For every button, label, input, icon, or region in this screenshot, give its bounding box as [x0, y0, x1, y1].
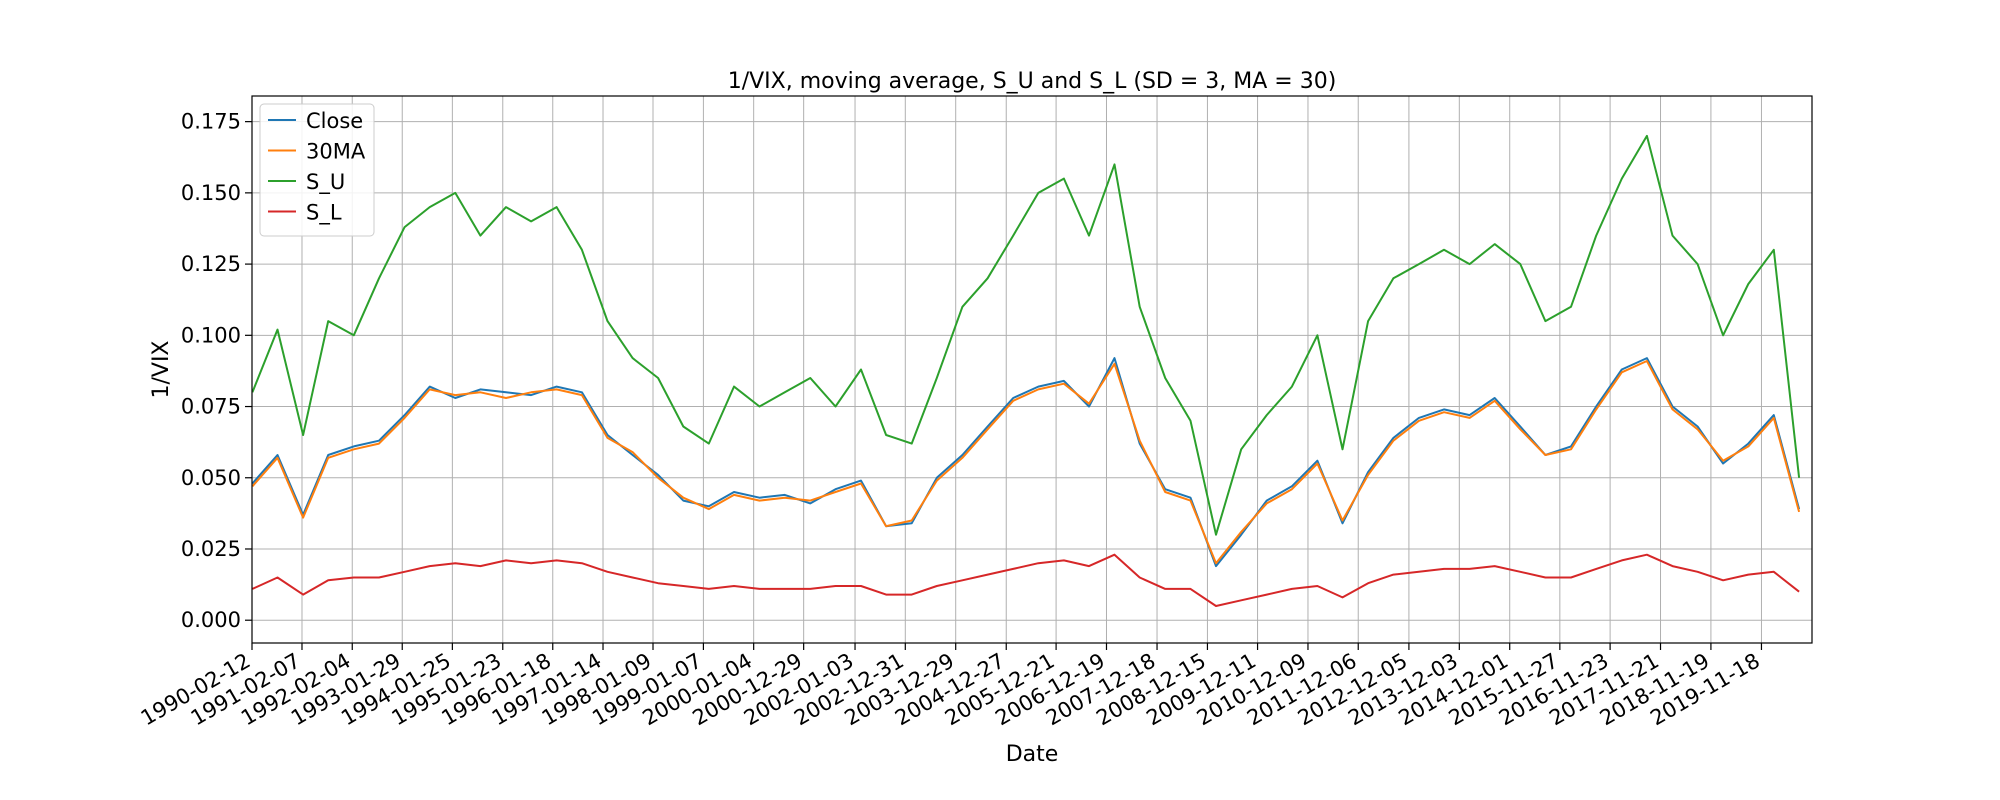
y-tick-label: 0.000 [181, 608, 241, 632]
x-axis-label: Date [1006, 742, 1059, 767]
series-layer [251, 134, 1801, 607]
legend-box [259, 103, 375, 237]
legend-label: 30MA [306, 140, 366, 164]
y-axis: 0.000 0.025 0.050 0.075 0.100 0.125 0.150 0.175 [181, 110, 252, 632]
series-line-s-u [251, 134, 1801, 536]
y-tick-label: 0.025 [181, 537, 241, 561]
legend-label: S_L [306, 201, 342, 226]
y-tick-label: 0.175 [181, 110, 241, 134]
y-tick-label: 0.125 [181, 252, 241, 276]
legend: Close 30MA S_U S_L [259, 103, 375, 237]
legend-label: Close [306, 109, 363, 133]
chart-title: 1/VIX, moving average, S_U and S_L (SD =… [728, 69, 1337, 94]
y-axis-label: 1/VIX [149, 340, 174, 398]
y-tick-label: 0.050 [181, 466, 241, 490]
y-tick-label: 0.100 [181, 323, 241, 347]
y-tick-label: 0.075 [181, 395, 241, 419]
legend-label: S_U [306, 170, 345, 195]
plot-frame [251, 95, 1813, 644]
series-line-s-l [251, 553, 1800, 607]
y-tick-label: 0.150 [181, 181, 241, 205]
series-line-30ma [251, 360, 1801, 565]
